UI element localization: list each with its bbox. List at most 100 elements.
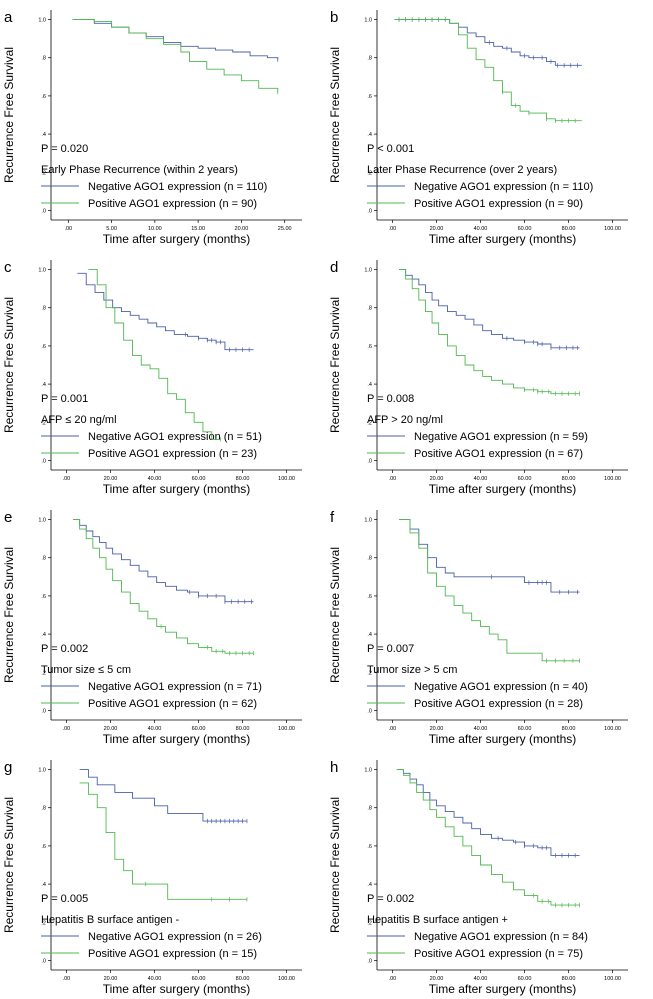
y-tick-label: .8: [367, 806, 372, 812]
y-tick-label: .4: [41, 132, 46, 138]
legend-label-positive: Positive AGO1 expression (n = 90): [414, 198, 583, 210]
legend-label-negative: Negative AGO1 expression (n = 40): [414, 681, 588, 693]
x-tick-label: 80.00: [562, 226, 576, 232]
x-tick-label: .00: [389, 726, 397, 732]
panel-f: f .0 .2 .4 .6 .8 1.0 .00 20.00 40.00 60.00 80.00 100…: [328, 509, 628, 746]
y-axis-title: Recurrence Free Survival: [2, 547, 16, 683]
y-tick-label: .8: [367, 306, 372, 312]
panel-letter: f: [330, 509, 335, 526]
x-axis-title: Time after surgery (months): [103, 732, 251, 746]
panel-letter: b: [330, 9, 338, 26]
km-curve-negative: [399, 269, 580, 349]
x-tick-label: 80.00: [562, 476, 576, 482]
subgroup-title: Hepatitis B surface antigen +: [367, 914, 508, 926]
p-value: P = 0.005: [41, 893, 88, 905]
panel-a: a .0 .2 .4 .6 .8 1.0 .00 5.00 10.00 15.00 20.00 25.0…: [2, 9, 302, 246]
y-tick-label: .8: [41, 56, 46, 62]
y-tick-label: .0: [367, 958, 372, 964]
p-value: P = 0.007: [367, 643, 414, 655]
legend-label-positive: Positive AGO1 expression (n = 28): [414, 698, 583, 710]
y-axis-title: Recurrence Free Survival: [2, 47, 16, 183]
x-tick-label: 60.00: [192, 726, 206, 732]
x-tick-label: 40.00: [474, 476, 488, 482]
y-tick-label: .8: [41, 556, 46, 562]
y-tick-label: .2: [41, 920, 46, 926]
panel-b: b .0 .2 .4 .6 .8 1.0 .00 20.00 40.00 60.00 80.00 100…: [328, 9, 628, 246]
p-value: P = 0.001: [41, 393, 88, 405]
y-tick-label: 1.0: [364, 268, 372, 274]
x-tick-label: .00: [63, 476, 71, 482]
panel-letter: h: [330, 759, 338, 776]
x-tick-label: 10.00: [148, 226, 162, 232]
y-tick-label: .4: [367, 382, 372, 388]
x-tick-label: 100.00: [278, 476, 295, 482]
y-tick-label: .0: [367, 708, 372, 714]
y-axis-title: Recurrence Free Survival: [328, 547, 342, 683]
x-tick-label: 60.00: [192, 476, 206, 482]
x-tick-label: 100.00: [278, 976, 295, 982]
p-value: P < 0.001: [367, 143, 414, 155]
y-tick-label: 1.0: [38, 768, 46, 774]
x-axis-title: Time after surgery (months): [103, 482, 251, 496]
km-curve-positive: [73, 519, 254, 654]
x-tick-label: 80.00: [562, 976, 576, 982]
panel-letter: a: [4, 9, 13, 26]
y-tick-label: 1.0: [364, 518, 372, 524]
y-tick-label: .6: [41, 94, 46, 100]
x-tick-label: 60.00: [518, 226, 532, 232]
x-tick-label: 5.00: [106, 226, 117, 232]
y-tick-label: .6: [367, 344, 372, 350]
panel-e: e .0 .2 .4 .6 .8 1.0 .00 20.00 40.00 60.00 80.00 100…: [2, 509, 302, 746]
y-tick-label: .8: [367, 556, 372, 562]
x-tick-label: 40.00: [474, 976, 488, 982]
km-curve-negative: [396, 769, 580, 856]
x-axis-title: Time after surgery (months): [429, 482, 577, 496]
x-tick-label: 40.00: [148, 476, 162, 482]
x-tick-label: 15.00: [191, 226, 205, 232]
y-tick-label: .4: [367, 132, 372, 138]
legend-label-positive: Positive AGO1 expression (n = 75): [414, 948, 583, 960]
y-axis-title: Recurrence Free Survival: [328, 797, 342, 933]
km-curve-positive: [396, 769, 580, 906]
km-curve-negative: [72, 19, 279, 60]
panel-letter: c: [4, 259, 12, 276]
x-tick-label: 100.00: [604, 726, 621, 732]
x-axis-title: Time after surgery (months): [103, 232, 251, 246]
y-tick-label: 1.0: [38, 268, 46, 274]
x-tick-label: 80.00: [562, 726, 576, 732]
y-tick-label: .8: [41, 806, 46, 812]
x-tick-label: 60.00: [518, 976, 532, 982]
legend-label-negative: Negative AGO1 expression (n = 84): [414, 931, 588, 943]
y-tick-label: .4: [367, 632, 372, 638]
x-tick-label: 60.00: [192, 976, 206, 982]
y-tick-label: .8: [367, 56, 372, 62]
y-tick-label: .6: [41, 594, 46, 600]
legend-label-positive: Positive AGO1 expression (n = 90): [88, 198, 257, 210]
x-tick-label: .00: [64, 226, 72, 232]
y-tick-label: 1.0: [364, 18, 372, 24]
panel-letter: e: [4, 509, 12, 526]
legend-label-positive: Positive AGO1 expression (n = 62): [88, 698, 257, 710]
x-tick-label: 20.00: [235, 226, 249, 232]
p-value: P = 0.020: [41, 143, 88, 155]
y-tick-label: .2: [367, 170, 372, 176]
y-axis-title: Recurrence Free Survival: [328, 297, 342, 433]
legend-label-negative: Negative AGO1 expression (n = 51): [88, 431, 262, 443]
panel-c: c .0 .2 .4 .6 .8 1.0 .00 20.00 40.00 60.00 80.00 100…: [2, 259, 302, 496]
subgroup-title: Later Phase Recurrence (over 2 years): [367, 164, 557, 176]
x-tick-label: .00: [389, 976, 397, 982]
y-axis-title: Recurrence Free Survival: [328, 47, 342, 183]
x-tick-label: 20.00: [104, 476, 118, 482]
panel-d: d .0 .2 .4 .6 .8 1.0 .00 20.00 40.00 60.00 80.00 100…: [328, 259, 628, 496]
subgroup-title: Hepatitis B surface antigen -: [41, 914, 180, 926]
x-tick-label: 40.00: [148, 726, 162, 732]
y-tick-label: .0: [41, 708, 46, 714]
km-curve-negative: [399, 519, 580, 593]
km-curve-positive: [399, 519, 580, 662]
km-curve-negative: [73, 519, 254, 603]
y-tick-label: 1.0: [38, 18, 46, 24]
subgroup-title: Tumor size ≤ 5 cm: [41, 664, 131, 676]
legend-label-positive: Positive AGO1 expression (n = 23): [88, 448, 257, 460]
